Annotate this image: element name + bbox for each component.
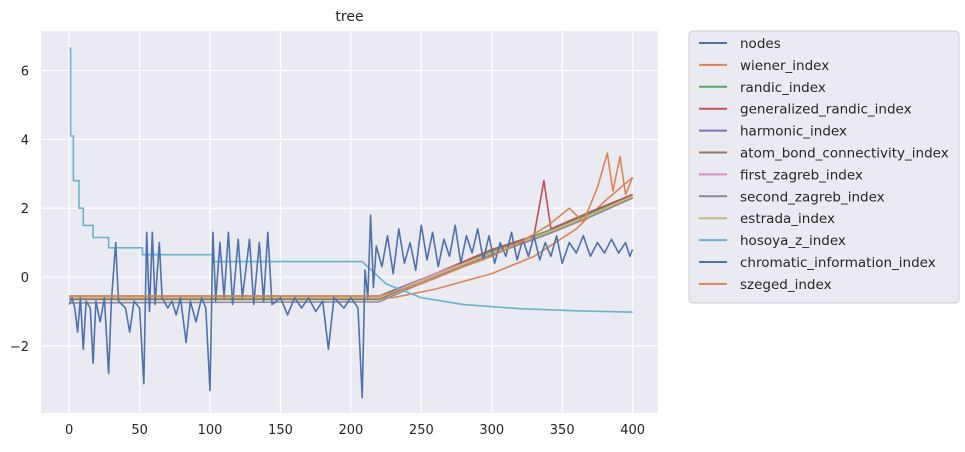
series-line-hosoya-z-index <box>69 47 633 313</box>
x-tick-label: 250 <box>409 423 434 438</box>
series-lines <box>68 47 634 399</box>
legend-label: generalized_randic_index <box>740 102 912 118</box>
legend-box <box>688 30 960 304</box>
series-line-szeged-index <box>69 152 634 297</box>
y-tick-label: 4 <box>21 133 29 148</box>
x-tick-label: 50 <box>131 423 148 438</box>
legend-label: estrada_index <box>740 211 835 227</box>
legend-label: first_zagreb_index <box>740 167 863 183</box>
y-tick-label: 0 <box>21 271 29 286</box>
grid <box>41 31 658 413</box>
y-tick-label: 2 <box>21 202 29 217</box>
legend: nodes wiener_index randic_index generalized… <box>688 30 960 304</box>
x-tick-label: 400 <box>620 423 645 438</box>
x-axis-ticks: 0 50 100 150 200 250 300 350 400 <box>65 423 645 438</box>
x-tick-label: 100 <box>198 423 223 438</box>
legend-label: atom_bond_connectivity_index <box>740 146 949 162</box>
y-tick-label: 6 <box>21 65 29 80</box>
legend-label: hosoya_z_index <box>740 233 846 249</box>
legend-label: randic_index <box>740 80 826 96</box>
x-tick-label: 150 <box>268 423 293 438</box>
legend-label: wiener_index <box>740 58 829 74</box>
chart-title: tree <box>335 9 363 25</box>
y-tick-label: −2 <box>10 340 29 355</box>
x-tick-label: 300 <box>479 423 504 438</box>
y-axis-ticks: −2 0 2 4 6 <box>10 65 29 355</box>
legend-label: second_zagreb_index <box>740 189 885 205</box>
series-line-second-zagreb-index <box>69 197 633 304</box>
legend-label: nodes <box>740 36 781 52</box>
series-line-chromatic-information-index <box>68 214 634 399</box>
x-tick-label: 200 <box>338 423 363 438</box>
legend-label: harmonic_index <box>740 124 847 140</box>
series-line-wiener-index <box>69 176 634 299</box>
x-tick-label: 0 <box>65 423 73 438</box>
x-tick-label: 350 <box>550 423 575 438</box>
legend-label: chromatic_information_index <box>740 255 936 271</box>
legend-label: szeged_index <box>740 277 832 293</box>
